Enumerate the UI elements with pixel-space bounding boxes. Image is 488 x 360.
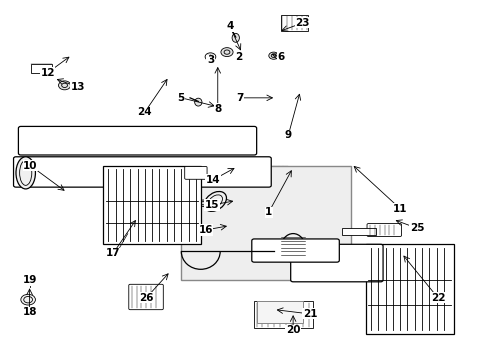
Ellipse shape	[221, 48, 233, 57]
Ellipse shape	[271, 309, 280, 315]
Bar	[366, 244, 453, 334]
Text: 22: 22	[430, 293, 445, 303]
Bar	[103, 166, 201, 244]
Text: 10: 10	[23, 161, 38, 171]
Text: 5: 5	[177, 93, 184, 103]
Text: 16: 16	[198, 225, 212, 235]
Text: 25: 25	[409, 223, 424, 233]
Bar	[30, 64, 52, 73]
Text: 18: 18	[22, 307, 37, 317]
Ellipse shape	[21, 294, 35, 305]
Text: 6: 6	[277, 53, 284, 63]
FancyBboxPatch shape	[366, 224, 401, 237]
Ellipse shape	[194, 98, 202, 106]
FancyBboxPatch shape	[19, 126, 256, 155]
Ellipse shape	[193, 225, 203, 232]
Text: 24: 24	[137, 107, 152, 117]
Ellipse shape	[232, 33, 239, 42]
Text: 1: 1	[264, 207, 272, 217]
FancyBboxPatch shape	[290, 244, 382, 282]
FancyBboxPatch shape	[184, 166, 206, 179]
Ellipse shape	[204, 53, 215, 61]
Text: 3: 3	[206, 55, 214, 65]
Ellipse shape	[16, 157, 35, 189]
Text: 2: 2	[235, 52, 242, 62]
Bar	[281, 15, 307, 31]
Text: 11: 11	[392, 203, 407, 213]
Text: 7: 7	[236, 93, 243, 103]
Text: 4: 4	[226, 21, 233, 31]
FancyBboxPatch shape	[251, 239, 339, 262]
Ellipse shape	[268, 52, 278, 59]
Text: 9: 9	[284, 130, 291, 140]
FancyBboxPatch shape	[14, 157, 271, 187]
Text: 21: 21	[302, 309, 317, 319]
Ellipse shape	[59, 81, 71, 90]
FancyBboxPatch shape	[128, 284, 163, 310]
Bar	[341, 228, 375, 235]
Bar	[256, 301, 302, 323]
Text: 12: 12	[40, 68, 55, 78]
Text: 26: 26	[139, 293, 153, 303]
Ellipse shape	[199, 200, 207, 206]
Text: 14: 14	[205, 175, 220, 185]
Text: 23: 23	[295, 18, 309, 28]
Text: 20: 20	[285, 325, 300, 335]
Text: 13: 13	[71, 82, 85, 92]
Text: 8: 8	[214, 104, 221, 113]
Ellipse shape	[204, 192, 226, 211]
Bar	[181, 166, 351, 280]
Text: 17: 17	[106, 248, 120, 258]
Ellipse shape	[281, 234, 305, 262]
Text: 19: 19	[22, 275, 37, 285]
Bar	[254, 301, 312, 328]
Text: 15: 15	[204, 200, 219, 210]
